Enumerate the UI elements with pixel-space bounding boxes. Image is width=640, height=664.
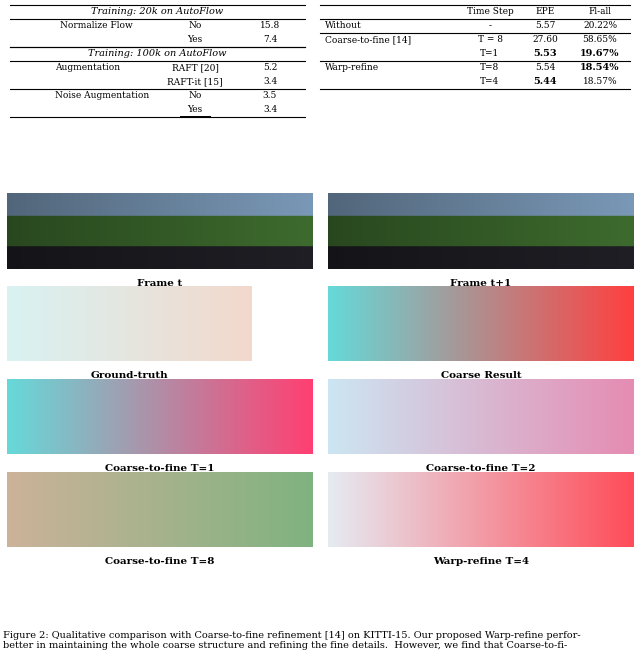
Text: -: - bbox=[488, 21, 492, 31]
Text: Fl-all: Fl-all bbox=[589, 7, 611, 17]
Text: 3.5: 3.5 bbox=[263, 92, 277, 100]
Text: 3.4: 3.4 bbox=[263, 106, 277, 114]
Text: Coarse-to-fine T=1: Coarse-to-fine T=1 bbox=[105, 464, 215, 473]
Text: T=4: T=4 bbox=[481, 78, 500, 86]
Text: RAFT-it [15]: RAFT-it [15] bbox=[167, 78, 223, 86]
Text: 20.22%: 20.22% bbox=[583, 21, 617, 31]
Text: 5.44: 5.44 bbox=[533, 78, 557, 86]
Text: Training: 20k on AutoFlow: Training: 20k on AutoFlow bbox=[92, 7, 223, 17]
Text: 27.60: 27.60 bbox=[532, 35, 558, 44]
Text: 5.53: 5.53 bbox=[533, 50, 557, 58]
Text: 5.57: 5.57 bbox=[535, 21, 555, 31]
Text: Noise Augmentation: Noise Augmentation bbox=[55, 92, 149, 100]
Text: Augmentation: Augmentation bbox=[55, 64, 120, 72]
Text: Warp-refine: Warp-refine bbox=[325, 64, 379, 72]
Text: Yes: Yes bbox=[188, 106, 203, 114]
Text: 3.4: 3.4 bbox=[263, 78, 277, 86]
Text: Coarse-to-fine [14]: Coarse-to-fine [14] bbox=[325, 35, 411, 44]
Text: 58.65%: 58.65% bbox=[582, 35, 618, 44]
Text: RAFT [20]: RAFT [20] bbox=[172, 64, 218, 72]
Text: Coarse Result: Coarse Result bbox=[441, 371, 522, 380]
Text: Figure 2: Qualitative comparison with Coarse-to-fine refinement [14] on KITTI-15: Figure 2: Qualitative comparison with Co… bbox=[3, 631, 581, 650]
Text: 5.54: 5.54 bbox=[535, 64, 555, 72]
Text: T=8: T=8 bbox=[481, 64, 500, 72]
Text: Coarse-to-fine T=8: Coarse-to-fine T=8 bbox=[106, 557, 214, 566]
Text: Training: 100k on AutoFlow: Training: 100k on AutoFlow bbox=[88, 50, 227, 58]
Text: No: No bbox=[188, 92, 202, 100]
Text: Frame t: Frame t bbox=[138, 279, 182, 288]
Text: Frame t+1: Frame t+1 bbox=[451, 279, 511, 288]
Text: 19.67%: 19.67% bbox=[580, 50, 620, 58]
Text: Ground-truth: Ground-truth bbox=[91, 371, 168, 380]
Text: Time Step: Time Step bbox=[467, 7, 513, 17]
Text: 15.8: 15.8 bbox=[260, 21, 280, 31]
Text: Without: Without bbox=[325, 21, 362, 31]
Text: T = 8: T = 8 bbox=[477, 35, 502, 44]
Text: 18.57%: 18.57% bbox=[582, 78, 618, 86]
Text: Warp-refine T=4: Warp-refine T=4 bbox=[433, 557, 529, 566]
Text: 7.4: 7.4 bbox=[263, 35, 277, 44]
Text: 5.2: 5.2 bbox=[263, 64, 277, 72]
Text: No: No bbox=[188, 21, 202, 31]
Text: Normalize Flow: Normalize Flow bbox=[60, 21, 132, 31]
Text: Yes: Yes bbox=[188, 35, 203, 44]
Text: Coarse-to-fine T=2: Coarse-to-fine T=2 bbox=[426, 464, 536, 473]
Text: T=1: T=1 bbox=[481, 50, 500, 58]
Text: 18.54%: 18.54% bbox=[580, 64, 620, 72]
Text: EPE: EPE bbox=[535, 7, 555, 17]
